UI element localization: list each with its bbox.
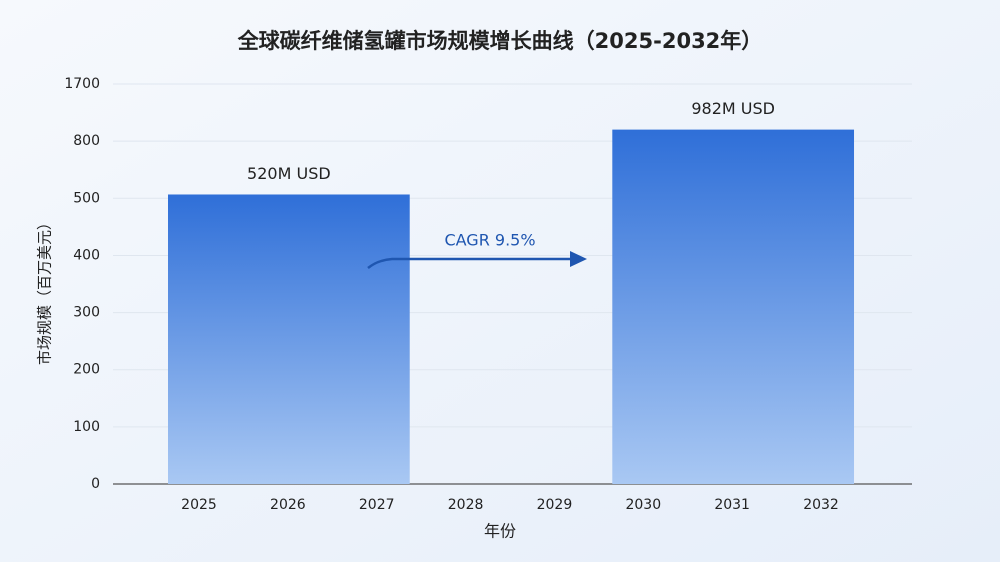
x-tick-label: 2027 <box>359 497 395 513</box>
x-tick-label: 2031 <box>714 497 750 513</box>
value-label: 520M USD <box>247 164 331 183</box>
y-tick-label: 100 <box>73 419 100 435</box>
x-tick-label: 2028 <box>448 497 484 513</box>
y-tick-label: 800 <box>73 133 100 149</box>
x-axis-label: 年份 <box>484 522 516 541</box>
y-tick-label: 200 <box>73 362 100 378</box>
bar <box>168 194 410 484</box>
y-tick-label: 1700 <box>64 76 100 92</box>
x-tick-label: 2026 <box>270 497 306 513</box>
y-tick-label: 500 <box>73 190 100 206</box>
y-tick-label: 300 <box>73 305 100 321</box>
y-tick-label: 400 <box>73 247 100 263</box>
y-axis-label: 市场规模（百万美元） <box>36 215 54 365</box>
x-tick-label: 2030 <box>625 497 661 513</box>
x-tick-label: 2025 <box>181 497 217 513</box>
annotation-arrowhead <box>570 251 587 267</box>
x-tick-label: 2032 <box>803 497 839 513</box>
value-label: 982M USD <box>691 99 775 118</box>
annotation: CAGR 9.5% <box>444 231 535 250</box>
y-tick-label: 0 <box>91 476 100 492</box>
bar <box>612 129 855 484</box>
x-tick-label: 2029 <box>537 497 573 513</box>
chart-title: 全球碳纤维储氢罐市场规模增长曲线（2025-2032年） <box>237 29 763 53</box>
annotation-arrow <box>367 257 572 269</box>
